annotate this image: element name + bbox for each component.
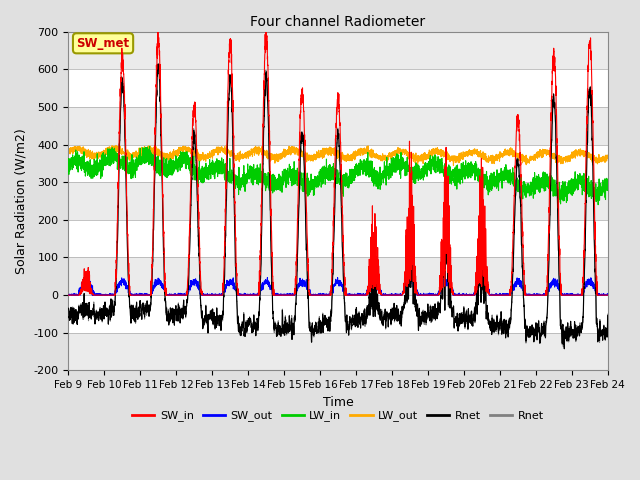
Bar (68, 333, 607, 371)
Title: Four channel Radiometer: Four channel Radiometer (250, 15, 426, 29)
Bar (68, 182, 607, 220)
Bar (68, 32, 607, 69)
Legend: SW_in, SW_out, LW_in, LW_out, Rnet, Rnet: SW_in, SW_out, LW_in, LW_out, Rnet, Rnet (128, 406, 548, 426)
Bar (68, 257, 607, 295)
Y-axis label: Solar Radiation (W/m2): Solar Radiation (W/m2) (15, 128, 28, 274)
X-axis label: Time: Time (323, 396, 353, 408)
Text: SW_met: SW_met (77, 37, 130, 50)
Bar (68, 107, 607, 144)
